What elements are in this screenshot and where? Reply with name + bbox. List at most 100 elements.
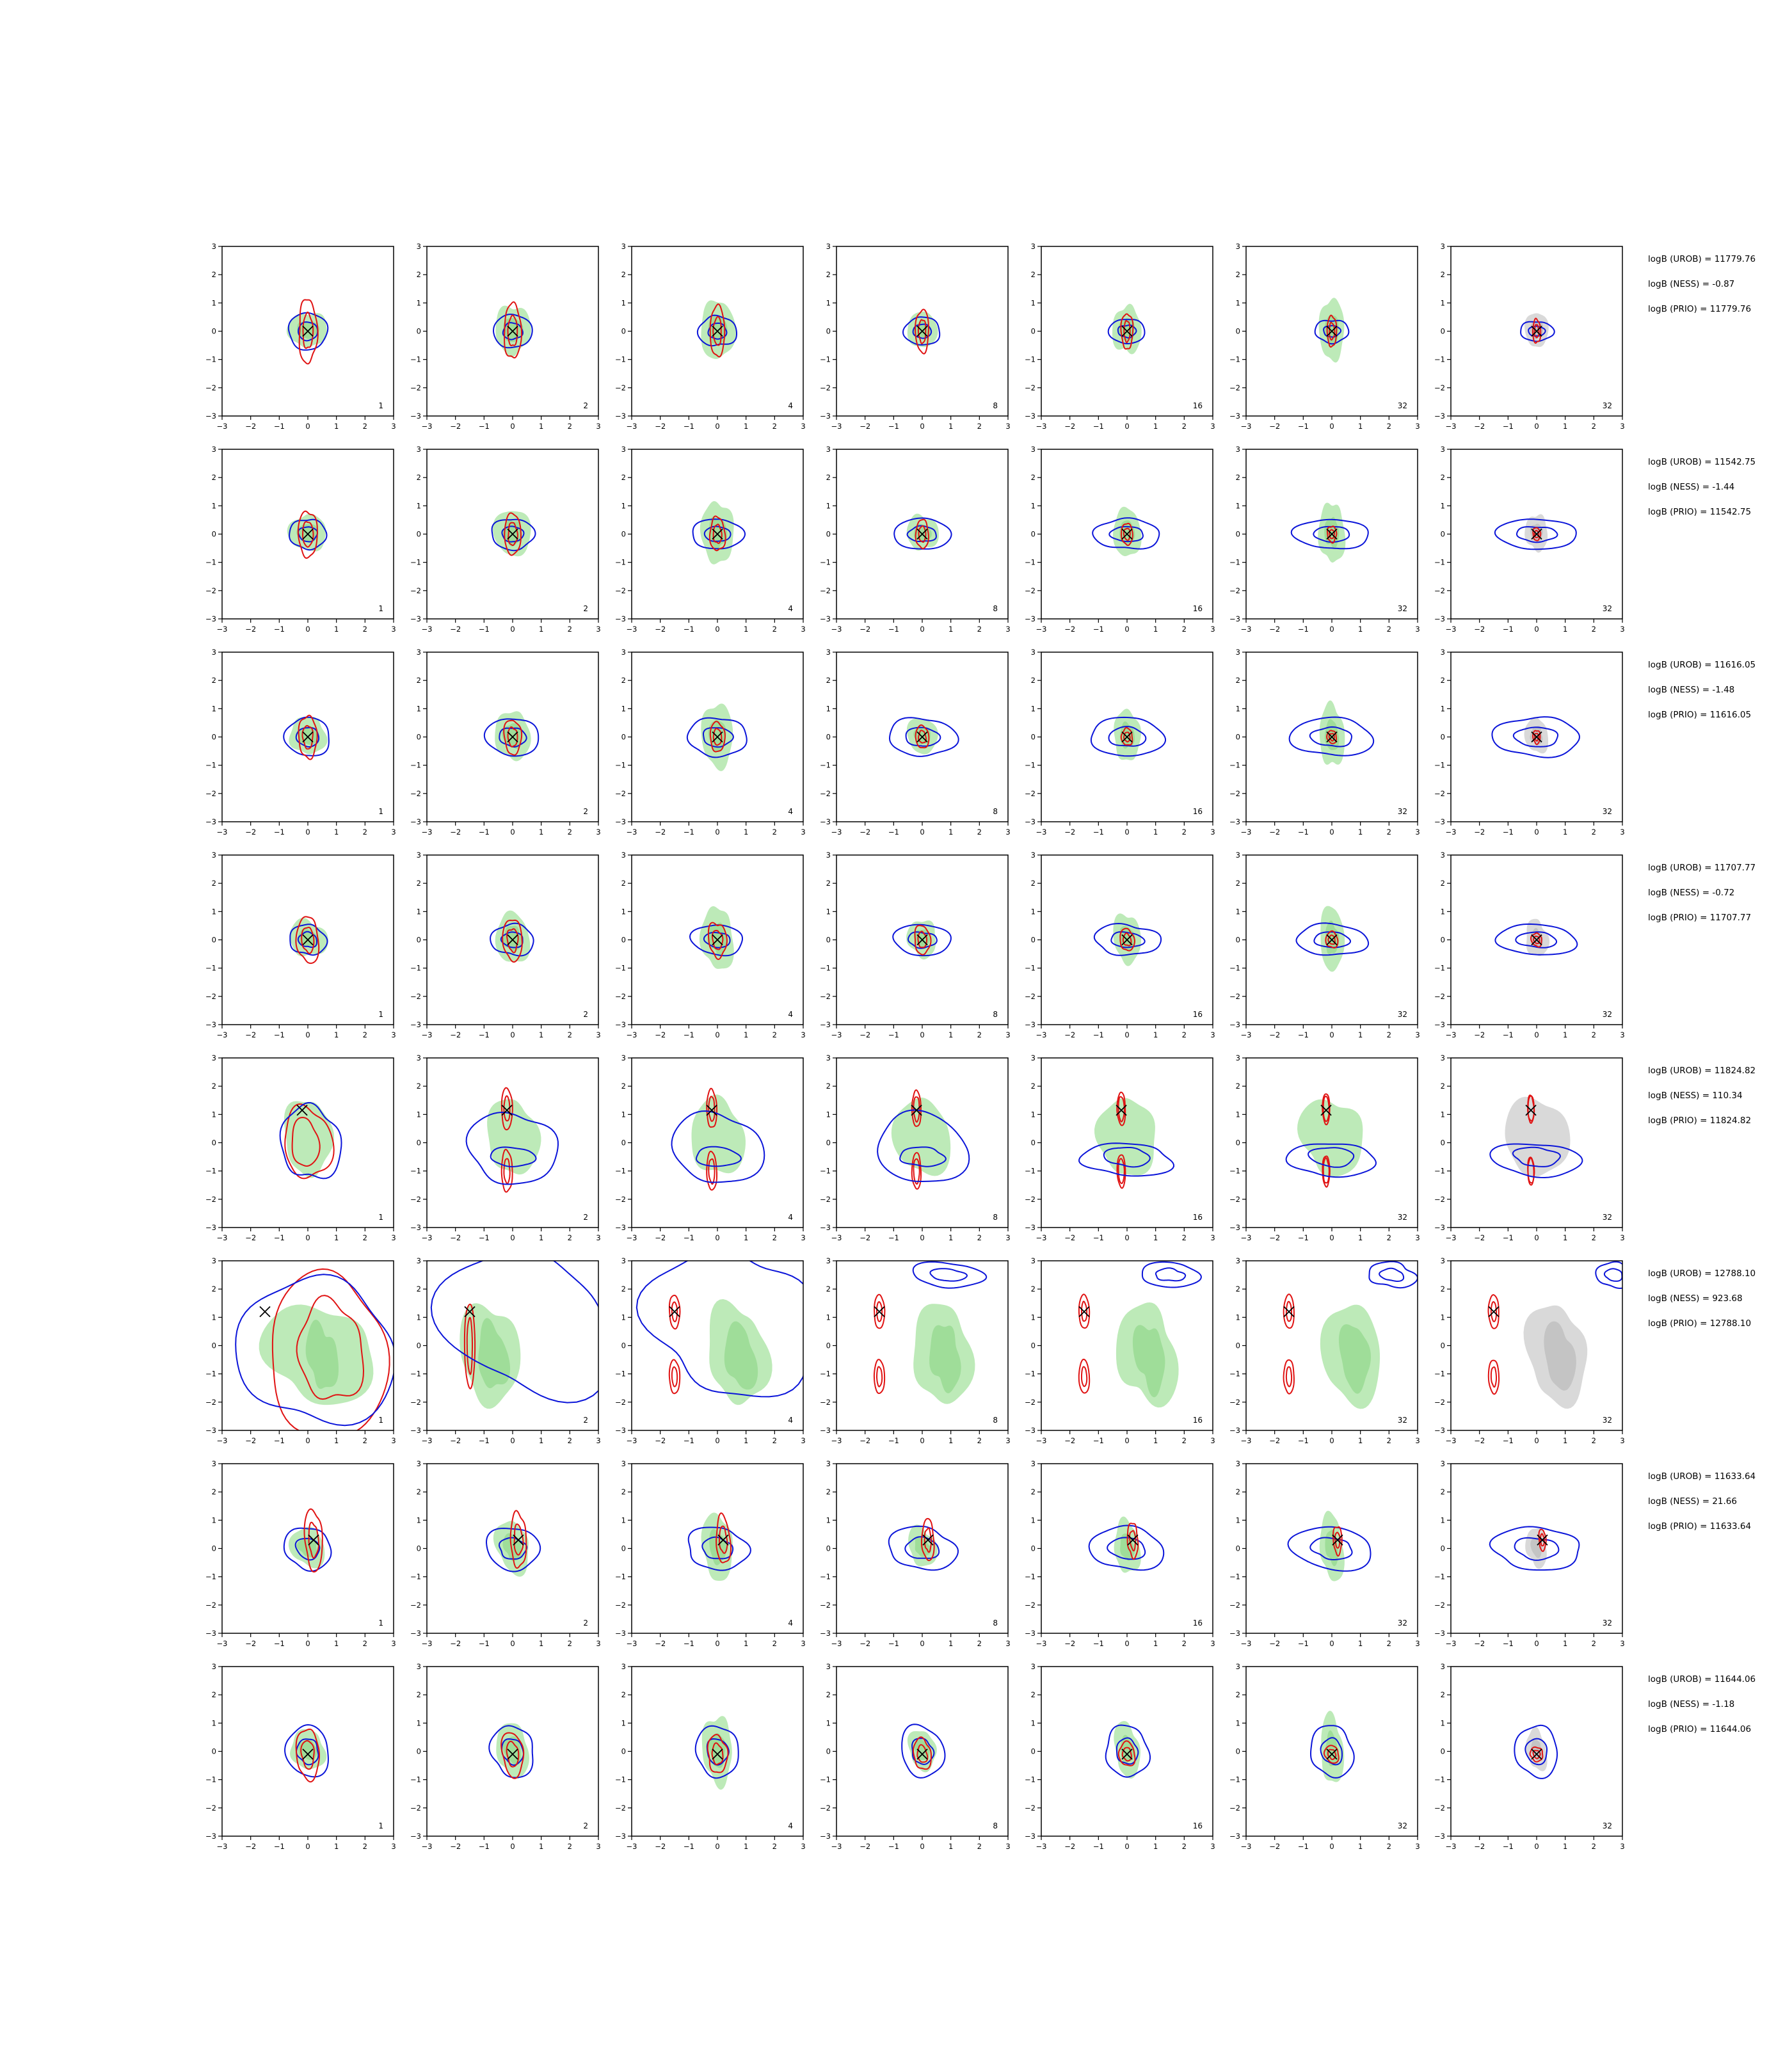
y-tick-label: 0	[826, 1747, 831, 1756]
x-tick-label: −1	[274, 625, 285, 634]
y-tick-label: 1	[1441, 1516, 1445, 1524]
x-tick-label: −2	[245, 1639, 256, 1648]
y-tick-label: −1	[410, 761, 421, 770]
blue-contour	[696, 314, 737, 347]
red-contour	[915, 724, 930, 749]
red-contour	[917, 319, 927, 344]
y-tick-label: 3	[1031, 1053, 1036, 1062]
true-value-marker	[302, 934, 314, 946]
x-tick-label: 0	[510, 1639, 515, 1648]
x-tick-label: 1	[948, 828, 953, 836]
y-tick-label: 1	[1236, 704, 1240, 713]
x-tick-label: 2	[772, 422, 777, 431]
y-tick-label: −1	[820, 558, 831, 567]
y-tick-label: 2	[826, 270, 831, 279]
x-tick-label: 2	[977, 1030, 982, 1039]
x-tick-label: −1	[274, 828, 285, 836]
red-contour	[708, 515, 726, 552]
y-tick-label: −3	[1434, 412, 1445, 420]
y-tick-label: 0	[621, 327, 626, 336]
panel-corner-label: 4	[788, 1010, 793, 1019]
x-tick-label: −1	[1298, 625, 1309, 634]
x-tick-label: 1	[334, 828, 339, 836]
x-tick-label: 3	[1415, 1639, 1420, 1648]
plot-area	[1494, 514, 1577, 553]
y-tick-label: −3	[1229, 1629, 1240, 1638]
y-tick-label: −1	[1434, 1167, 1445, 1176]
panel-r7-c2: −3−3 −2 −2 −1 −1 0 0 1 1 2 2 3 3 2	[410, 1459, 601, 1648]
panel-r8-c4: −3−3 −2 −2 −1 −1 0 0 1 1 2 2 3 3 8	[820, 1662, 1011, 1851]
x-tick-label: 3	[1210, 1842, 1215, 1851]
y-tick-label: −1	[1434, 355, 1445, 364]
y-tick-label: 1	[417, 1313, 421, 1322]
y-tick-label: 2	[826, 1690, 831, 1699]
blue-contour	[297, 931, 318, 948]
y-tick-label: −3	[1229, 1426, 1240, 1435]
y-tick-label: 0	[417, 1747, 421, 1756]
y-tick-label: 3	[417, 1053, 421, 1062]
red-contour	[1116, 1091, 1126, 1126]
panel-corner-label: 1	[378, 1010, 383, 1019]
panel-corner-label: 2	[583, 1010, 588, 1019]
row-3: logB (UROB) = 11616.05 logB (NESS) = -1.4…	[205, 648, 1756, 836]
x-tick-label: 0	[1329, 1436, 1334, 1445]
blue-contour	[1489, 1526, 1580, 1571]
y-tick-label: 3	[212, 242, 216, 251]
red-contour	[302, 521, 314, 548]
panel-corner-label: 4	[788, 1416, 793, 1425]
y-tick-label: 3	[1441, 851, 1445, 860]
y-tick-label: −1	[1025, 1370, 1036, 1379]
x-tick-label: −2	[1064, 1842, 1075, 1851]
panel-corner-label: 16	[1193, 1821, 1203, 1830]
red-contour	[917, 931, 928, 948]
y-tick-label: 0	[1441, 530, 1445, 539]
true-value-marker	[296, 1105, 308, 1116]
x-tick-label: −1	[888, 828, 899, 836]
blue-contour	[695, 1146, 742, 1167]
y-tick-label: −1	[1025, 1167, 1036, 1176]
y-tick-label: 2	[1441, 1082, 1445, 1091]
x-tick-label: 2	[1592, 1030, 1596, 1039]
x-tick-label: 3	[596, 1842, 600, 1851]
blue-contour	[671, 1110, 765, 1183]
red-contour	[1283, 1293, 1295, 1329]
y-tick-label: −2	[1025, 1398, 1036, 1407]
x-tick-label: 2	[772, 1639, 777, 1648]
blue-contour	[1078, 1142, 1175, 1177]
y-tick-label: 0	[417, 1341, 421, 1350]
blue-contour	[295, 726, 320, 748]
plot-area	[1309, 1711, 1355, 1782]
x-tick-label: 2	[363, 1436, 367, 1445]
panel-r2-c7: −3−3 −2 −2 −1 −1 0 0 1 1 2 2 3 3 32	[1434, 445, 1625, 634]
x-tick-label: 2	[1387, 1436, 1391, 1445]
x-tick-label: −2	[1269, 625, 1280, 634]
red-contour	[668, 1295, 681, 1330]
x-tick-label: −3	[627, 1436, 637, 1445]
x-tick-label: 3	[1415, 1233, 1420, 1242]
x-tick-label: 3	[801, 1030, 805, 1039]
y-tick-label: 0	[1441, 1747, 1445, 1756]
y-tick-label: 1	[1031, 501, 1036, 510]
red-contour	[301, 926, 315, 954]
x-tick-label: −3	[1446, 422, 1457, 431]
y-tick-label: −1	[205, 1370, 216, 1379]
y-tick-label: −1	[615, 558, 626, 567]
y-tick-label: −2	[1025, 789, 1036, 798]
x-tick-label: −2	[860, 1233, 870, 1242]
y-tick-label: 2	[1441, 676, 1445, 685]
y-tick-label: 3	[621, 242, 626, 251]
y-tick-label: 2	[1236, 1082, 1240, 1091]
x-tick-label: 3	[596, 1639, 600, 1648]
x-tick-label: −3	[1036, 1233, 1047, 1242]
x-tick-label: 2	[1592, 1233, 1596, 1242]
y-tick-label: −3	[205, 1832, 216, 1841]
x-tick-label: 0	[715, 1639, 719, 1648]
x-tick-label: −1	[1093, 828, 1104, 836]
y-tick-label: 3	[1031, 1662, 1036, 1671]
x-tick-label: 3	[596, 1030, 600, 1039]
row-stat-7-3: logB (PRIO) = 11633.64	[1648, 1521, 1751, 1532]
y-tick-label: 3	[1031, 1459, 1036, 1468]
y-tick-label: 1	[621, 501, 626, 510]
x-tick-label: 2	[977, 1233, 982, 1242]
x-tick-label: 2	[977, 625, 982, 634]
